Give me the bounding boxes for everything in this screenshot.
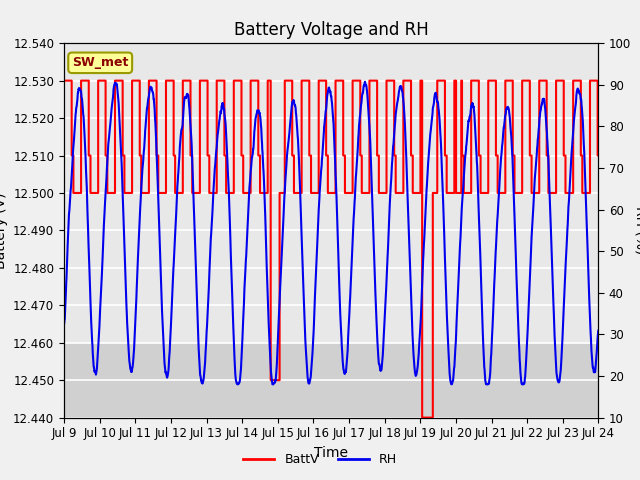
- BattV: [595, 153, 602, 158]
- RH: [60, 322, 68, 327]
- Line: RH: RH: [64, 82, 598, 384]
- RH: [563, 246, 570, 252]
- RH: [234, 382, 241, 387]
- Y-axis label: RH (%): RH (%): [634, 206, 640, 254]
- Title: Battery Voltage and RH: Battery Voltage and RH: [234, 21, 429, 39]
- RH: [358, 92, 366, 97]
- Y-axis label: Battery (V): Battery (V): [0, 192, 8, 269]
- Bar: [64, 343, 598, 418]
- RH: [347, 285, 355, 290]
- RH: [595, 328, 602, 334]
- BattV: [486, 78, 494, 84]
- X-axis label: Time: Time: [314, 446, 348, 460]
- Text: SW_met: SW_met: [72, 56, 129, 69]
- BattV: [563, 190, 570, 196]
- BattV: [548, 190, 556, 196]
- BattV: [346, 190, 354, 196]
- Line: BattV: BattV: [64, 81, 598, 418]
- RH: [548, 248, 556, 254]
- RH: [487, 360, 495, 366]
- BattV: [60, 78, 68, 84]
- BattV: [209, 190, 217, 196]
- Legend: BattV, RH: BattV, RH: [238, 448, 402, 471]
- RH: [209, 196, 217, 202]
- RH: [361, 79, 369, 84]
- BattV: [419, 415, 426, 420]
- BattV: [358, 190, 366, 196]
